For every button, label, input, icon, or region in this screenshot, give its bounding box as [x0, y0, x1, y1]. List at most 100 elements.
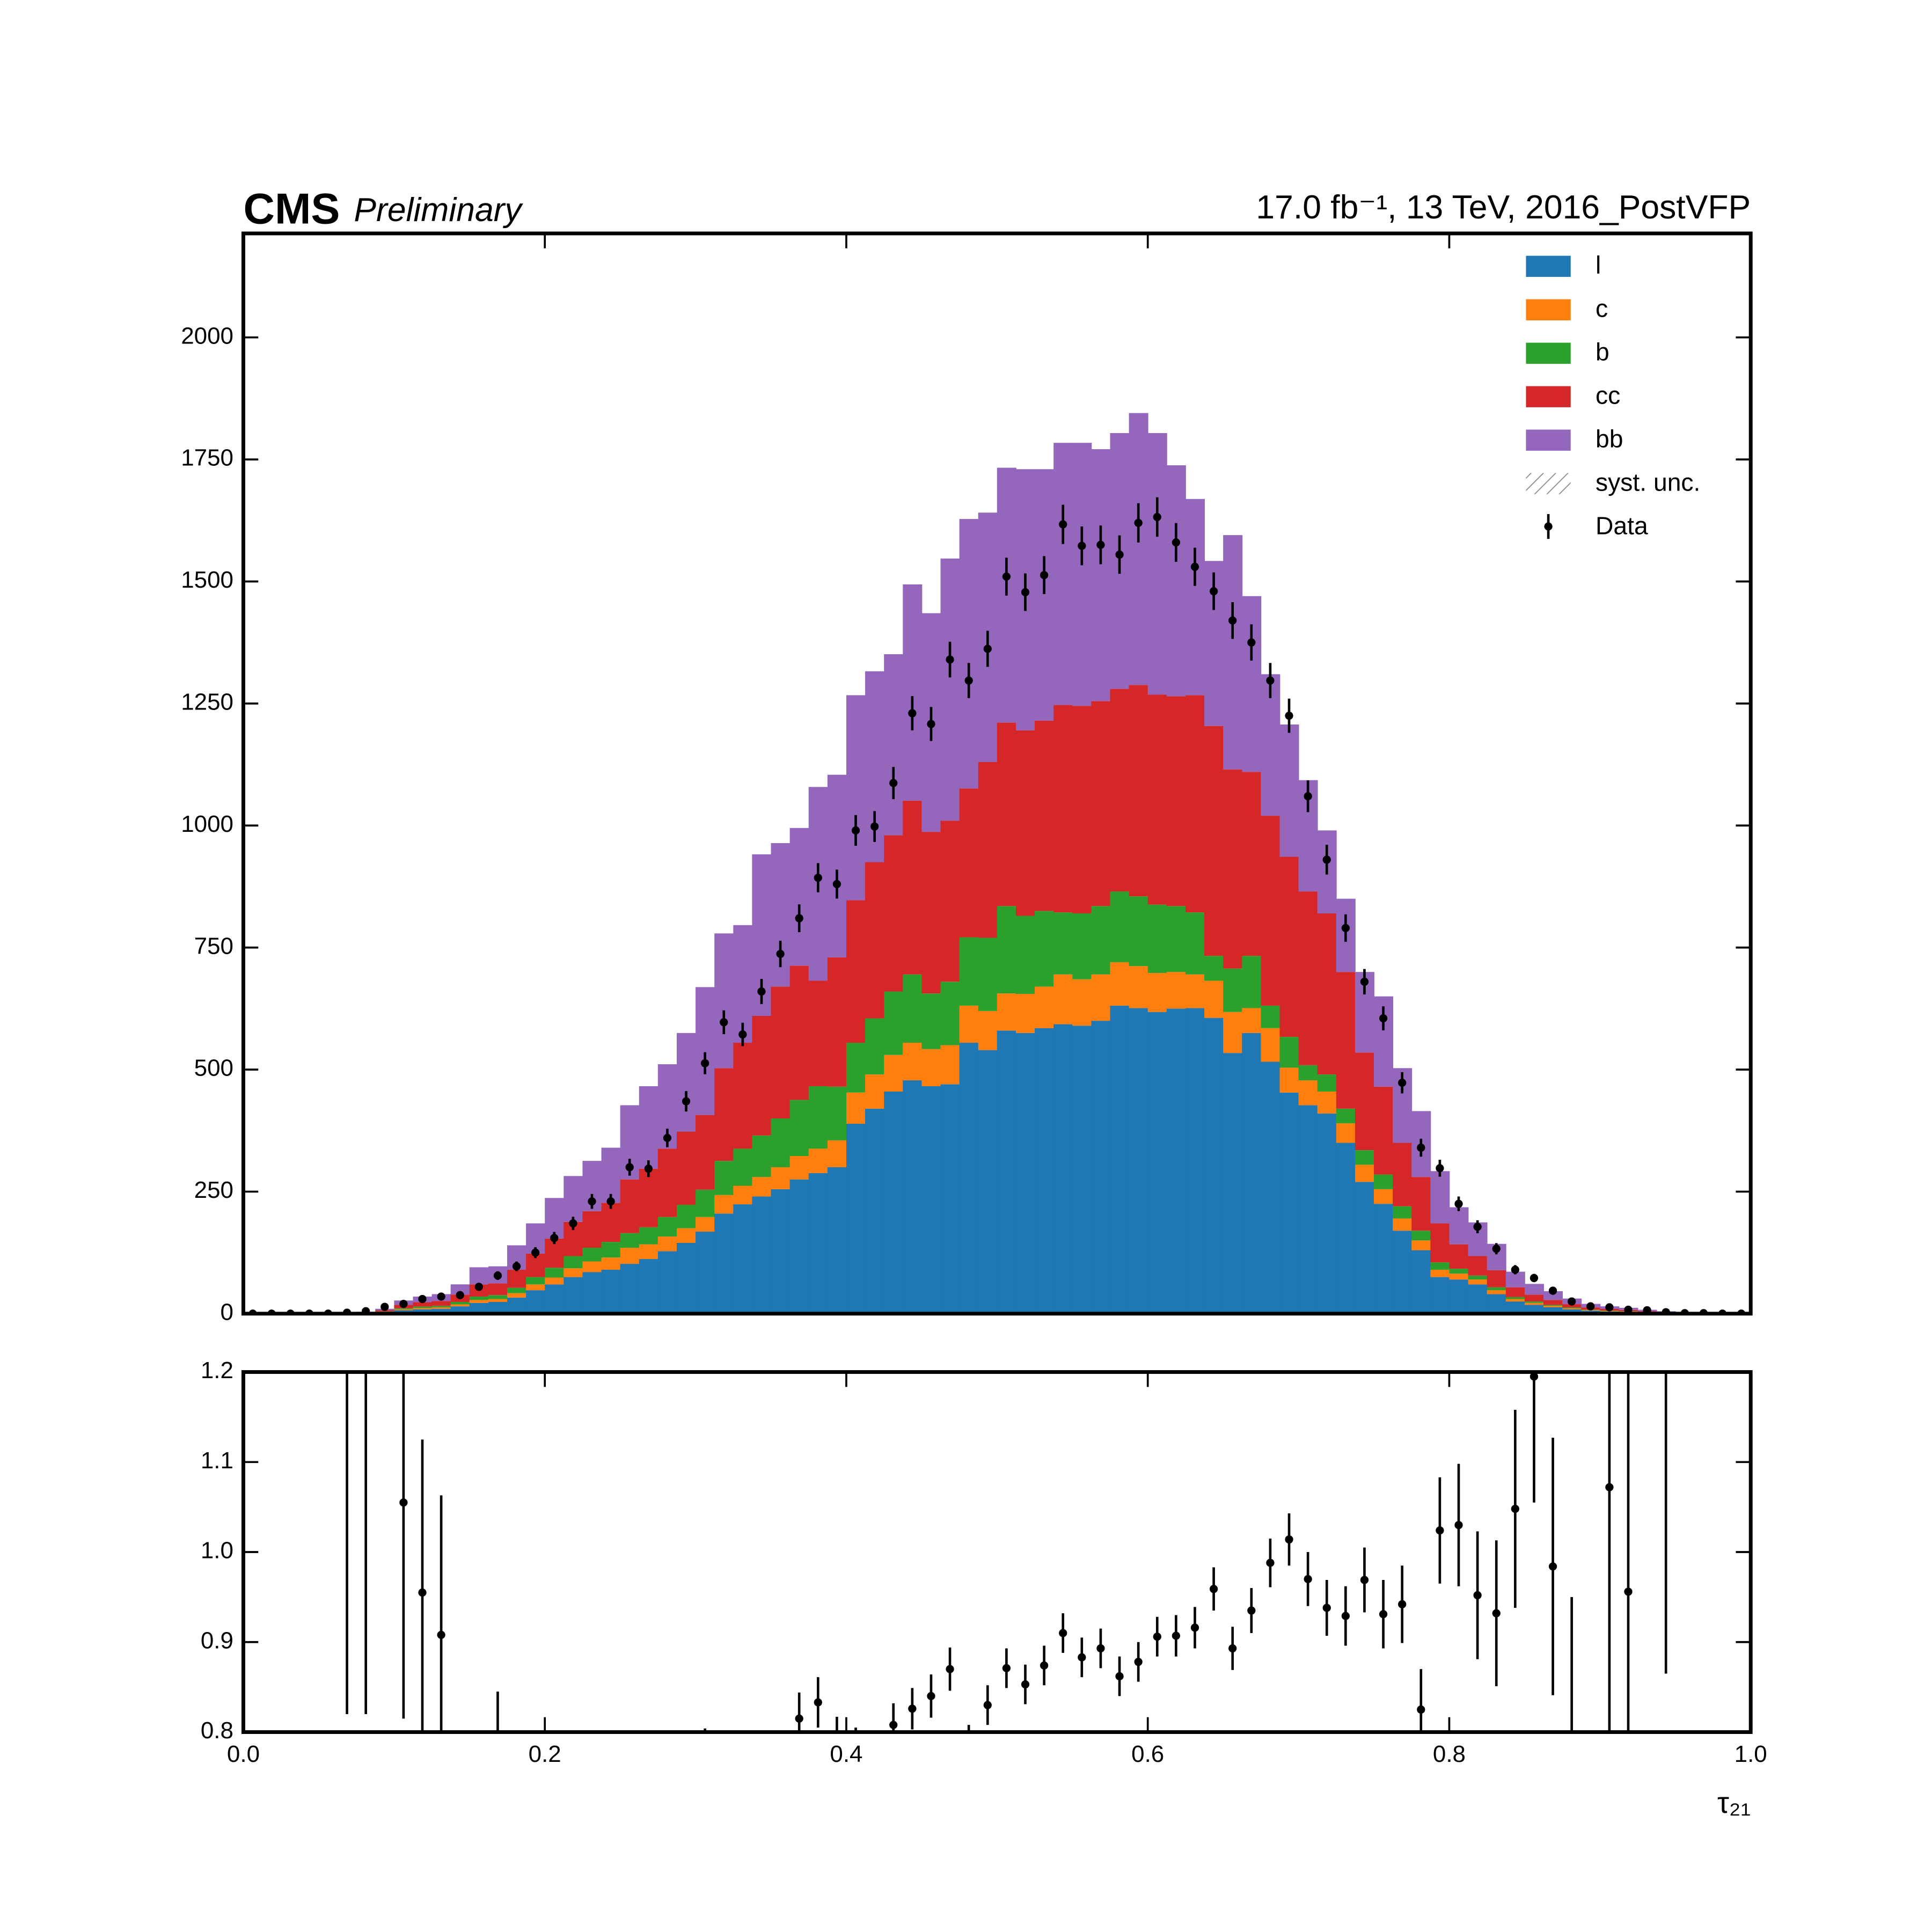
ratio-point: [1322, 1604, 1331, 1612]
bar-segment: [1449, 1279, 1469, 1314]
bar-segment: [1411, 1177, 1431, 1231]
bar-segment: [450, 1301, 470, 1305]
data-point: [983, 645, 992, 653]
bar-segment: [1261, 1005, 1280, 1028]
bar-segment: [789, 1156, 809, 1180]
bar-segment: [959, 519, 979, 789]
bar-segment: [488, 1295, 508, 1299]
bar-segment: [1524, 1294, 1544, 1302]
ratio-point: [814, 1698, 822, 1707]
bar-segment: [545, 1277, 565, 1285]
data-point: [1134, 518, 1143, 527]
data-point: [1454, 1199, 1463, 1208]
bar-segment: [865, 1018, 885, 1075]
data-point: [1568, 1297, 1576, 1306]
y-tick-label: 0: [221, 1299, 233, 1325]
bar-segment: [526, 1290, 546, 1314]
bar-segment: [921, 832, 941, 994]
bar-segment: [450, 1304, 470, 1307]
bar-segment: [1562, 1309, 1582, 1314]
ratio-point: [1115, 1672, 1124, 1681]
bar-segment: [997, 1030, 1016, 1314]
ratio-point: [1040, 1661, 1049, 1670]
bar-segment: [1393, 1206, 1413, 1219]
bar-segment: [676, 1242, 697, 1314]
bar-segment: [1261, 816, 1280, 1006]
bar-segment: [1242, 956, 1262, 1008]
bar-segment: [1110, 891, 1130, 962]
ratio-point: [983, 1701, 992, 1709]
bar-segment: [639, 1086, 658, 1169]
legend-swatch: [1526, 299, 1571, 320]
bar-segment: [1053, 912, 1073, 975]
y-tick-label: 1500: [181, 567, 233, 593]
bar-segment: [1317, 1074, 1337, 1092]
ratio-point: [1021, 1680, 1030, 1689]
bar-segment: [582, 1272, 602, 1314]
ratio-point: [795, 1714, 803, 1723]
y-tick-label: 1750: [181, 445, 233, 471]
axes-frame: [241, 231, 1753, 1316]
legend-label: cc: [1596, 382, 1620, 409]
data-point: [1172, 538, 1181, 547]
bar-segment: [1524, 1305, 1544, 1314]
bar-segment: [1166, 972, 1186, 1009]
bar-segment: [903, 974, 923, 1043]
bar-segment: [1393, 1218, 1413, 1231]
y-tick-label: 750: [194, 933, 233, 959]
bar-segment: [827, 1086, 847, 1140]
data-point: [1529, 1274, 1539, 1283]
y-tick-label: 0.8: [201, 1717, 233, 1744]
bar-segment: [959, 788, 979, 938]
data-point: [1360, 977, 1369, 986]
bar-segment: [1374, 1086, 1394, 1175]
bar-segment: [1411, 1240, 1431, 1250]
x-axis-label: τ₂₁: [1717, 1786, 1751, 1819]
bar-segment: [582, 1261, 602, 1272]
bar-segment: [1487, 1290, 1506, 1294]
data-point: [1078, 541, 1086, 550]
data-point: [1511, 1265, 1519, 1274]
bar-segment: [1261, 1028, 1280, 1062]
bar-segment: [1110, 689, 1130, 892]
bar-segment: [846, 900, 866, 1043]
bar-segment: [413, 1308, 433, 1309]
bar-segment: [1166, 1008, 1186, 1314]
bar-segment: [1185, 499, 1205, 696]
ratio-point: [1247, 1606, 1256, 1615]
ratio-point: [1228, 1644, 1237, 1653]
bar-segment: [940, 821, 960, 982]
data-point: [927, 720, 935, 728]
bar-segment: [827, 774, 847, 957]
bar-segment: [696, 1217, 715, 1232]
bar-segment: [1524, 1301, 1544, 1303]
data-point: [1153, 513, 1161, 522]
bar-segment: [1317, 913, 1337, 1075]
bar-segment: [1147, 433, 1167, 695]
ratio-point: [1096, 1644, 1105, 1653]
data-point: [701, 1059, 709, 1067]
bar-segment: [1279, 1037, 1299, 1068]
bar-segment: [1204, 956, 1224, 981]
bar-segment: [733, 1148, 753, 1186]
data-point: [1040, 571, 1049, 580]
bar-segment: [1449, 1274, 1469, 1280]
bar-segment: [1053, 974, 1073, 1024]
bar-segment: [1298, 1105, 1318, 1314]
bar-segment: [771, 1118, 791, 1167]
bar-segment: [789, 1179, 809, 1314]
bar-segment: [1015, 1033, 1035, 1314]
data-point: [1285, 711, 1293, 720]
bar-segment: [676, 1033, 697, 1132]
bar-segment: [488, 1301, 508, 1314]
bar-segment: [1505, 1287, 1525, 1297]
legend-label: Data: [1596, 512, 1648, 540]
data-point: [889, 779, 898, 787]
bar-segment: [657, 1251, 677, 1314]
bar-segment: [1091, 449, 1111, 701]
bar-segment: [601, 1203, 621, 1242]
data-point: [1266, 676, 1275, 685]
data-point: [814, 873, 822, 882]
ratio-point: [1134, 1658, 1143, 1666]
